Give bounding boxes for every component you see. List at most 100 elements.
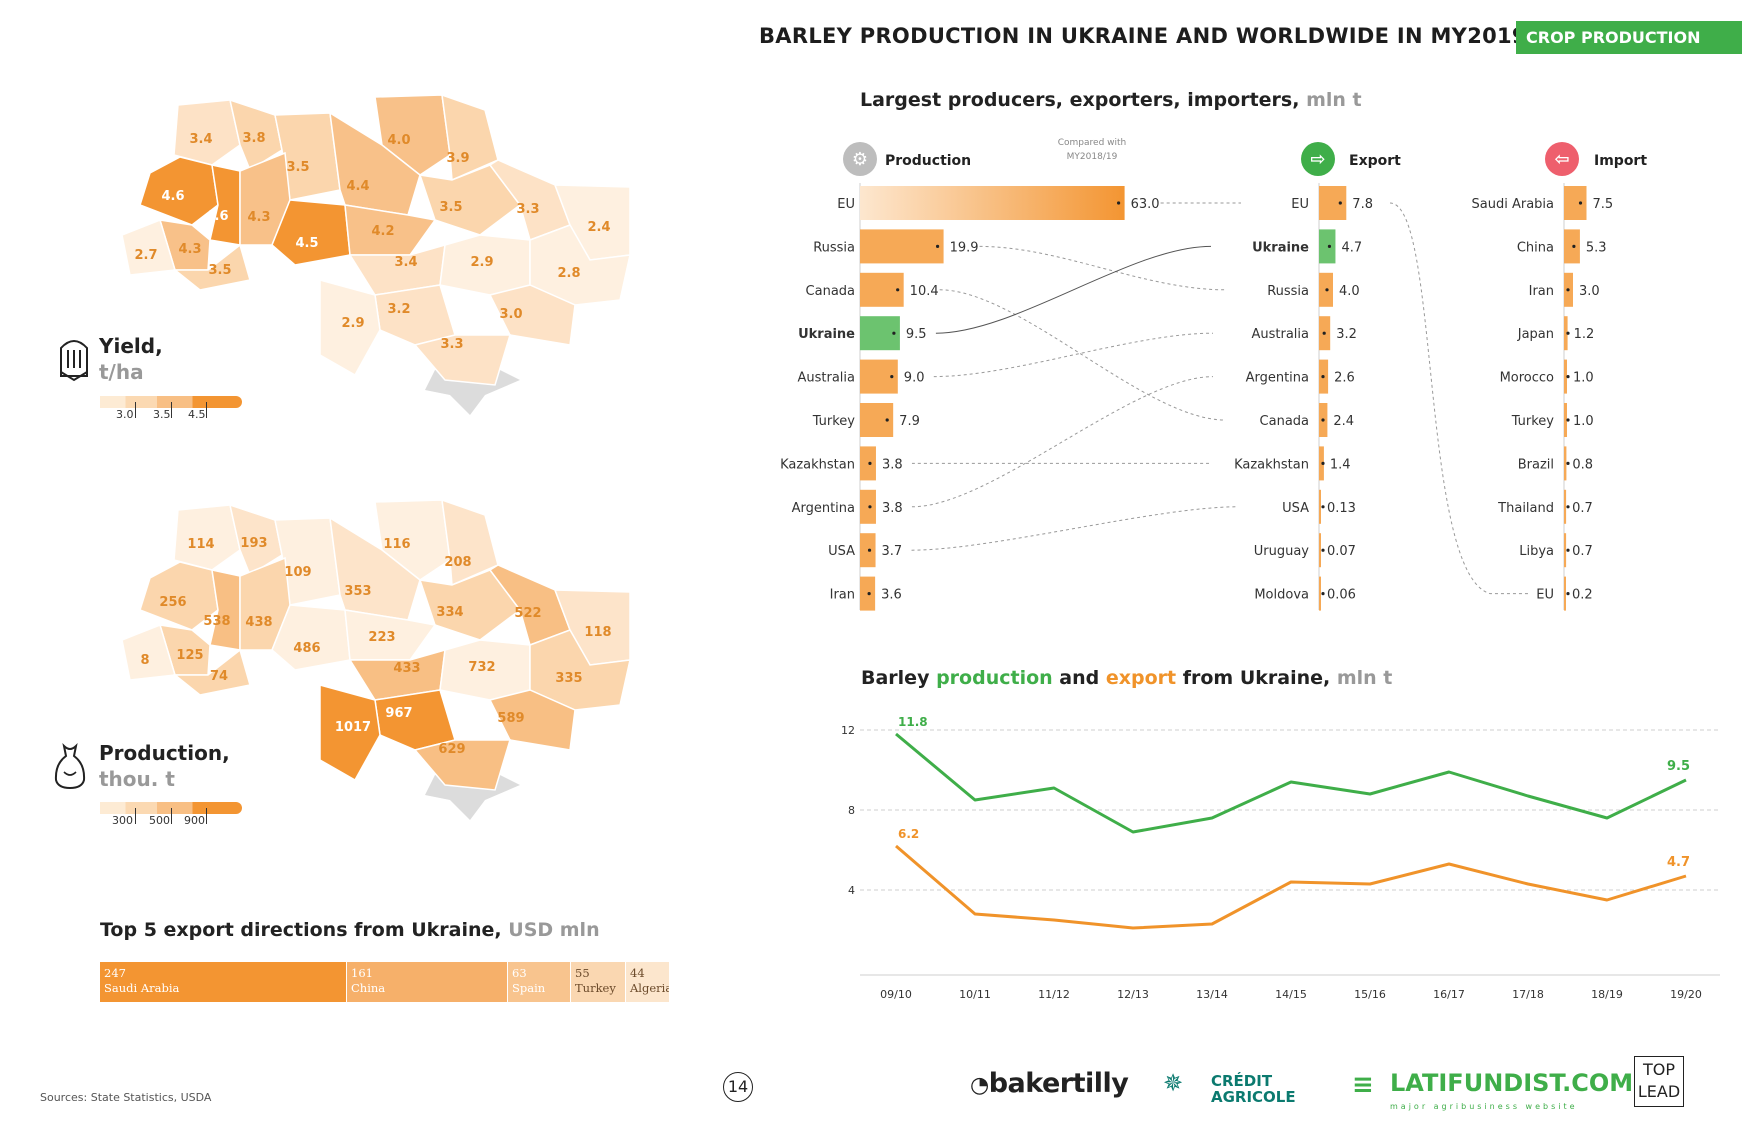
- production-region: [172, 648, 251, 696]
- yield-region-label: 4.2: [371, 224, 394, 239]
- export-category: Canada: [1260, 414, 1309, 429]
- import-category: China: [1517, 240, 1554, 255]
- import-bar: [1564, 316, 1568, 351]
- production-region-label: 114: [187, 537, 214, 552]
- column-header: Import: [1594, 153, 1647, 169]
- producers-title-text: Largest producers, exporters, importers,: [860, 89, 1300, 111]
- export-category: Kazakhstan: [1234, 457, 1309, 472]
- exports-title-unit: USD mln: [508, 919, 600, 941]
- production-region-label: 116: [383, 537, 410, 552]
- production-compare-dot: [935, 244, 940, 248]
- export-compare-dot: [1327, 244, 1332, 248]
- yield-region: [319, 279, 381, 377]
- import-value-label: 5.3: [1586, 240, 1607, 255]
- export-category: Australia: [1251, 327, 1309, 342]
- trend-y-tick: 4: [848, 884, 855, 897]
- production-region-label: 8: [140, 653, 149, 668]
- production-region: [209, 569, 241, 651]
- export-country: Algeria: [630, 981, 670, 995]
- trend-line-export: [895, 844, 1687, 930]
- production-map-regions: [121, 500, 631, 820]
- toplead-line2: LEAD: [1637, 1082, 1681, 1101]
- production-bar: [860, 186, 1125, 220]
- export-value-label: 4.0: [1339, 284, 1360, 299]
- export-value-label: 1.4: [1330, 457, 1351, 472]
- production-compare-dot: [1117, 201, 1121, 205]
- export-category: Argentina: [1246, 371, 1309, 386]
- yield-region-label: 3.4: [394, 255, 417, 270]
- yield-region: [413, 334, 512, 386]
- export-value: 63: [512, 966, 527, 980]
- production-region-label: 256: [159, 595, 186, 610]
- production-category: EU: [837, 197, 855, 212]
- compared-note: Compared with: [1058, 138, 1127, 148]
- import-compare-dot: [1578, 201, 1583, 205]
- yield-region-label: 4.0: [387, 133, 410, 148]
- production-scale-tick: 500: [149, 814, 170, 827]
- export-country: China: [351, 981, 386, 995]
- production-region-label: 1017: [335, 720, 371, 735]
- yield-region-label: 2.9: [470, 255, 493, 270]
- export-value: 44: [630, 966, 645, 980]
- yield-map-regions: [121, 95, 631, 415]
- export-country: Spain: [512, 981, 546, 995]
- credit-agricole-line1: CRÉDIT: [1211, 1072, 1273, 1090]
- export-arrow-icon: [1301, 142, 1335, 176]
- yield-region-label: 2.9: [341, 316, 364, 331]
- export-value: 247: [104, 966, 126, 980]
- compared-note: MY2018/19: [1067, 152, 1118, 162]
- column-header: Production: [885, 153, 971, 169]
- yield-map: 3.4 3.8 4.0 3.9 3.5 4.4 4.6 4.6 4.3 3.5 3.3 2.4 4.3 4…: [121, 95, 631, 415]
- production-category: USA: [828, 544, 855, 559]
- export-arrow-icon-glyph: ⇨: [1310, 149, 1325, 170]
- connector-line: [911, 376, 1214, 508]
- production-legend-label: Production,: [99, 741, 230, 765]
- export-compare-dot: [1321, 505, 1325, 509]
- import-compare-dot: [1566, 592, 1570, 596]
- export-segment: 44 Algeria: [626, 962, 670, 1002]
- production-compare-dot: [868, 461, 872, 465]
- production-value-label: 3.6: [881, 588, 902, 603]
- production-bar: [860, 446, 876, 481]
- import-arrow-icon: [1545, 142, 1579, 176]
- production-region-label: 589: [497, 711, 524, 726]
- import-value-label: 1.0: [1573, 414, 1594, 429]
- import-compare-dot: [1566, 375, 1570, 379]
- production-region-label: 335: [555, 671, 582, 686]
- page-title: BARLEY PRODUCTION IN UKRAINE AND WORLDWI…: [759, 24, 1565, 48]
- import-compare-dot: [1566, 288, 1570, 292]
- import-value-label: 7.5: [1593, 197, 1614, 212]
- yield-region-label: 3.3: [516, 202, 539, 217]
- export-category: USA: [1282, 501, 1309, 516]
- export-value-label: 7.8: [1352, 197, 1373, 212]
- import-value-label: 0.7: [1572, 544, 1593, 559]
- trend-title-part: from Ukraine,: [1176, 667, 1337, 689]
- export-compare-dot: [1321, 418, 1325, 422]
- yield-region-label: 2.8: [557, 266, 580, 281]
- production-region: [344, 609, 437, 661]
- import-compare-dot: [1566, 505, 1570, 509]
- silo-icon: [60, 340, 88, 382]
- production-value-label: 19.9: [950, 240, 979, 255]
- trend-title-production: production: [936, 667, 1053, 689]
- production-category: Argentina: [792, 501, 855, 516]
- export-value: 55: [575, 966, 590, 980]
- trend-x-tick: 18/19: [1591, 988, 1623, 1001]
- production-category: Turkey: [812, 414, 856, 429]
- production-region-label: 125: [176, 648, 203, 663]
- production-region-label: 208: [444, 555, 471, 570]
- production-region-label: 223: [368, 630, 395, 645]
- import-value-label: 3.0: [1579, 284, 1600, 299]
- production-value-label: 3.7: [882, 544, 903, 559]
- export-category: Russia: [1267, 284, 1309, 299]
- sources-note: Sources: State Statistics, USDA: [40, 1091, 212, 1104]
- yield-scale-tick: 3.5: [153, 408, 171, 421]
- production-scale-tick: 300: [112, 814, 133, 827]
- production-category: Iran: [830, 588, 855, 603]
- export-compare-dot: [1338, 201, 1342, 205]
- export-bar: [1319, 229, 1336, 264]
- page-number: 14: [723, 1072, 753, 1102]
- production-region-label: 522: [514, 606, 541, 621]
- yield-region-label: 3.3: [440, 337, 463, 352]
- production-value-label: 9.0: [904, 371, 925, 386]
